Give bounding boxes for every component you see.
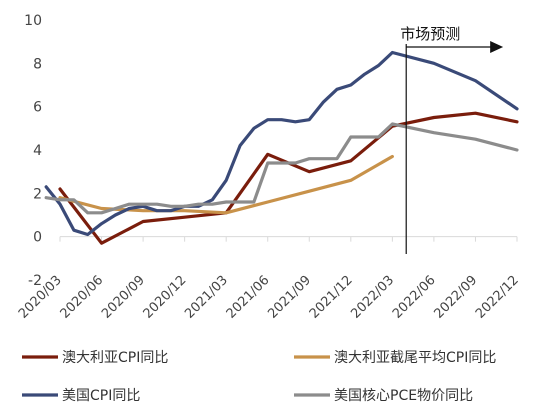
forecast-label: 市场预测 [400,25,460,43]
legend-item-3: 美国CPI同比 [22,388,140,404]
legend-label: 美国核心PCE物价同比 [334,388,473,404]
y-tick-label: 6 [33,100,42,116]
series-layer [44,50,519,245]
x-tick-label: 2020/09 [99,273,148,322]
x-tick-label: 2021/12 [307,273,356,322]
x-tick-label: 2022/06 [390,273,439,322]
forecast-annotation: 市场预测 [400,25,504,254]
y-tick-label: 8 [33,56,42,72]
legend-label: 澳大利亚截尾平均CPI同比 [334,350,496,366]
legend-item-1: 澳大利亚CPI同比 [22,350,168,366]
x-tick-label: 2020/12 [141,273,190,322]
axes: -202468102020/032020/062020/092020/12202… [16,13,522,322]
series-line-2 [58,154,394,215]
x-tick-label: 2020/06 [58,273,107,322]
y-tick-label: 2 [33,186,42,202]
series-line-1 [58,111,519,245]
legend-item-4: 美国核心PCE物价同比 [294,388,473,404]
x-tick-label: 2022/09 [431,273,480,322]
x-tick-label: 2021/06 [224,273,273,322]
x-tick-label: 2022/03 [348,273,397,322]
series-line-4 [44,122,519,215]
x-tick-label: 2021/09 [265,273,314,322]
y-tick-label: 4 [33,143,42,159]
forecast-arrow-head [490,41,504,53]
legend-label: 美国CPI同比 [62,388,140,404]
y-tick-label: 0 [33,230,42,246]
y-tick-label: 10 [24,13,42,29]
x-tick-label: 2021/03 [182,273,231,322]
legend-label: 澳大利亚CPI同比 [62,350,168,366]
series-line-3 [44,50,519,237]
legend-item-2: 澳大利亚截尾平均CPI同比 [294,350,496,366]
x-tick-label: 2022/12 [473,273,522,322]
y-tick-label: -2 [28,273,42,289]
